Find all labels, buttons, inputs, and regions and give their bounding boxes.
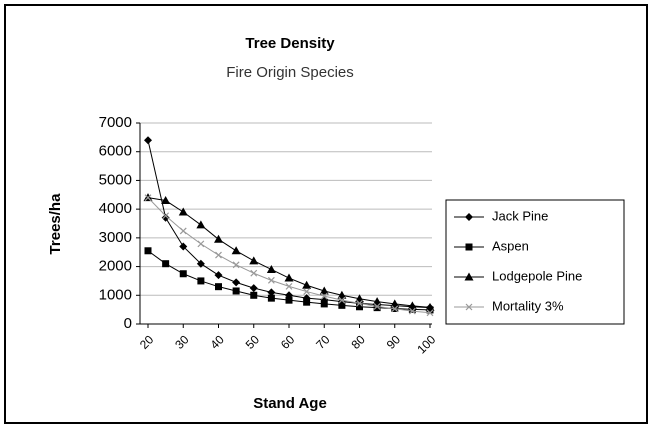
marker: [320, 300, 328, 308]
marker: [250, 269, 258, 277]
marker: [249, 284, 258, 293]
marker: [464, 272, 474, 281]
y-tick-label: 0: [124, 315, 132, 332]
marker: [285, 282, 293, 290]
y-tick-label: 3000: [99, 229, 132, 246]
legend-label: Jack Pine: [492, 208, 548, 223]
marker: [267, 276, 275, 284]
legend-label: Mortality 3%: [492, 298, 564, 313]
y-tick-label: 7000: [99, 114, 132, 131]
marker: [425, 302, 435, 311]
marker: [144, 194, 152, 202]
marker: [179, 242, 188, 251]
y-tick-label: 1000: [99, 286, 132, 303]
x-axis-label: Stand Age: [253, 395, 327, 412]
marker: [285, 296, 293, 304]
chart-subtitle: Fire Origin Species: [226, 64, 354, 81]
legend-label: Aspen: [492, 238, 529, 253]
marker: [426, 309, 434, 317]
marker: [267, 294, 275, 302]
y-tick-label: 5000: [99, 171, 132, 188]
marker: [408, 307, 416, 315]
marker: [179, 270, 187, 278]
marker: [338, 301, 346, 309]
marker: [302, 280, 312, 289]
marker: [215, 251, 222, 259]
marker: [250, 291, 258, 299]
marker: [407, 301, 417, 310]
marker: [162, 212, 170, 220]
marker: [284, 273, 294, 282]
marker: [196, 259, 205, 268]
marker: [320, 292, 328, 300]
marker: [356, 303, 363, 311]
marker: [303, 288, 311, 295]
marker: [161, 213, 170, 222]
y-tick-label: 6000: [99, 143, 132, 160]
chart-title: Tree Density: [245, 35, 335, 52]
marker: [391, 305, 399, 313]
marker: [372, 297, 382, 306]
marker: [232, 287, 240, 295]
marker: [197, 240, 205, 248]
marker: [267, 288, 276, 297]
y-axis-label: Trees/ha: [47, 193, 64, 255]
marker: [465, 243, 473, 251]
marker: [196, 220, 206, 229]
marker: [390, 299, 400, 308]
marker: [303, 298, 311, 306]
marker: [373, 303, 381, 310]
marker: [338, 296, 346, 304]
y-tick-label: 4000: [99, 200, 132, 217]
marker: [232, 261, 240, 269]
marker: [356, 299, 363, 307]
marker: [179, 227, 187, 235]
marker: [144, 247, 152, 255]
marker: [215, 283, 222, 291]
y-tick-label: 2000: [99, 258, 132, 275]
marker: [249, 256, 259, 265]
marker: [162, 260, 170, 268]
marker: [337, 290, 347, 299]
marker: [178, 207, 188, 216]
marker: [319, 286, 329, 295]
marker: [465, 303, 473, 311]
marker: [214, 234, 223, 243]
marker: [373, 304, 381, 312]
marker: [144, 136, 152, 145]
marker: [197, 277, 205, 285]
marker: [161, 196, 171, 205]
marker: [465, 213, 473, 221]
legend-box: [445, 199, 625, 325]
marker: [266, 264, 276, 273]
marker: [232, 278, 241, 287]
marker: [231, 246, 241, 255]
legend-label: Lodgepole Pine: [492, 268, 582, 283]
marker: [214, 271, 223, 280]
